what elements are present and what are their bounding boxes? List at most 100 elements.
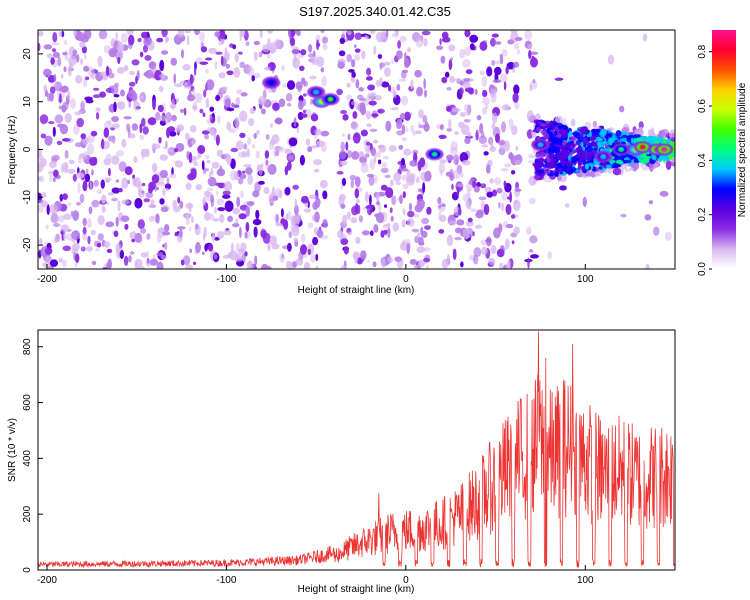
spectrogram-cell: [380, 230, 385, 238]
spectrogram-cell: [97, 233, 104, 241]
spectrogram-cell: [169, 131, 177, 137]
spectrogram-cell: [179, 81, 185, 85]
spectrogram-cell: [342, 214, 348, 225]
snr-y-tick-label: 0: [22, 567, 33, 573]
spectrogram-cell: [214, 60, 218, 70]
spectrogram-cell: [147, 117, 157, 126]
spectrogram-cell: [315, 265, 319, 269]
spectrogram-cell: [514, 102, 520, 110]
spectrogram-cell: [235, 97, 241, 106]
spectrogram-x-tick-label: 0: [403, 274, 409, 285]
spectrogram-cell: [194, 92, 203, 104]
spectrogram-cell: [360, 250, 367, 260]
spectrogram-cell: [164, 119, 169, 124]
spectrogram-cell: [134, 261, 138, 269]
spectrogram-cell: [313, 159, 322, 166]
spectrogram-cell: [239, 30, 242, 41]
spectrogram-cell: [141, 190, 145, 194]
spectrogram-cell: [401, 174, 408, 181]
spectrogram-cell: [514, 188, 522, 192]
spectrogram-cell: [456, 186, 460, 196]
spectrogram-cell: [72, 124, 80, 135]
spectrogram-cell: [360, 106, 367, 116]
spectrogram-cell: [166, 176, 170, 185]
spectrogram-cell: [316, 56, 325, 67]
spectrogram-cell: [89, 181, 93, 191]
spectrogram-cell: [502, 49, 508, 57]
spectrogram-cell: [358, 87, 365, 92]
spectrogram-cell: [362, 230, 370, 236]
spectrogram-cell: [577, 149, 586, 157]
snr-series-line: [38, 331, 675, 569]
spectrogram-cell: [645, 263, 650, 269]
spectrogram-cell: [481, 144, 489, 148]
spectrogram-cell: [421, 30, 431, 36]
spectrogram-cell: [366, 174, 375, 178]
spectrogram-cell: [479, 41, 488, 51]
spectrogram-cell: [424, 225, 431, 231]
spectrogram-cell: [91, 72, 97, 80]
spectrogram-cell: [343, 246, 349, 255]
spectrogram-cell: [91, 260, 97, 266]
spectrogram-cell: [103, 120, 112, 130]
spectrogram-cell: [174, 83, 183, 88]
spectrogram-cell: [384, 67, 391, 77]
spectrogram-cell: [223, 95, 231, 107]
spectrogram-cell: [422, 182, 426, 194]
spectrogram-cell: [309, 254, 317, 263]
spectrogram-cell: [96, 243, 102, 248]
spectrogram-cell: [349, 174, 357, 181]
spectrogram-cell: [507, 196, 512, 200]
spectrogram-cell: [470, 208, 477, 212]
spectrogram-cell: [480, 200, 485, 208]
spectrogram-cell: [498, 140, 506, 146]
snr-y-tick-label: 800: [22, 338, 33, 355]
spectrogram-cell: [625, 168, 630, 173]
spectrogram-cell: [394, 30, 399, 36]
snr-x-tick-label: -200: [37, 575, 57, 586]
spectrogram-cell: [490, 142, 494, 150]
spectrogram-cell: [551, 124, 559, 131]
spectrogram-cell: [117, 56, 121, 65]
spectrogram-cell: [201, 160, 205, 170]
spectrogram-cell: [205, 98, 209, 109]
spectrogram-cell: [340, 141, 346, 152]
spectrogram-cell: [340, 265, 347, 269]
spectrogram-cell: [306, 138, 311, 146]
spectrogram-cell: [558, 128, 565, 134]
spectrogram-cell: [288, 137, 298, 147]
spectrogram-hotspot: [618, 147, 625, 152]
spectrogram-cell: [43, 68, 52, 77]
spectrogram-cell: [308, 53, 314, 58]
spectrogram-cell: [97, 55, 103, 68]
spectrogram-cell: [108, 168, 111, 177]
spectrogram-cell: [46, 53, 53, 59]
spectrogram-cell: [148, 215, 154, 223]
spectrogram-cell: [459, 80, 464, 86]
spectrogram-cell: [338, 164, 341, 169]
spectrogram-cell: [57, 215, 65, 223]
spectrogram-cell: [511, 125, 518, 136]
spectrogram-cell: [140, 227, 147, 234]
spectrogram-cell: [439, 159, 447, 164]
spectrogram-cell: [85, 76, 90, 81]
spectrogram-cell: [38, 176, 42, 181]
spectrogram-cell: [592, 120, 597, 128]
colorbar: 0.0 0.2 0.4 0.6 0.8 Normalized spectral ampl…: [697, 30, 748, 276]
spectrogram-cell: [355, 203, 359, 215]
spectrogram-cell: [647, 128, 655, 137]
spectrogram-cell: [111, 123, 120, 129]
spectrogram-cell: [177, 226, 186, 230]
spectrogram-cell: [285, 213, 289, 221]
spectrogram-cell: [385, 30, 389, 38]
spectrogram-cell: [381, 257, 386, 268]
spectrogram-cell: [354, 44, 357, 48]
spectrogram-cell: [526, 226, 532, 235]
spectrogram-cell: [500, 73, 508, 83]
spectrogram-cell: [449, 146, 458, 155]
spectrogram-cell: [281, 208, 284, 218]
spectrogram-cell: [182, 64, 191, 71]
spectrogram-cell: [528, 153, 534, 159]
spectrogram-cell: [180, 259, 185, 266]
spectrogram-cell: [58, 257, 63, 263]
